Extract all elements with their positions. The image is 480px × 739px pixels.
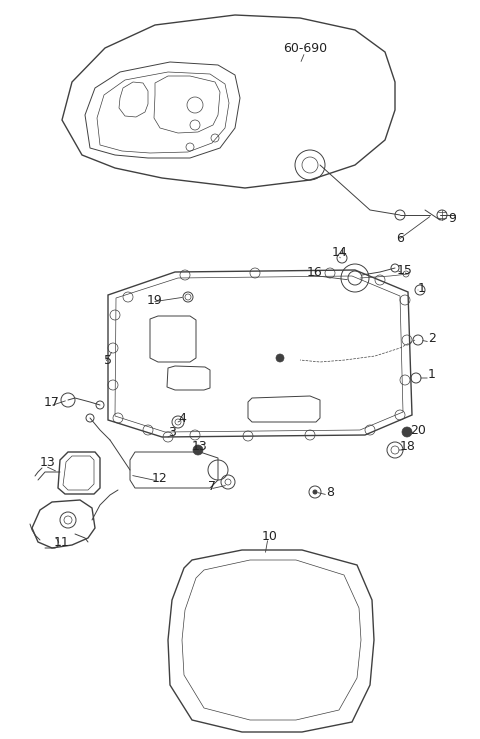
Text: 2: 2 (428, 332, 436, 344)
Circle shape (402, 427, 412, 437)
Text: 20: 20 (410, 423, 426, 437)
Circle shape (193, 445, 203, 455)
Circle shape (313, 490, 317, 494)
Text: 15: 15 (397, 264, 413, 276)
Text: 1: 1 (428, 369, 436, 381)
Text: 13: 13 (40, 457, 56, 469)
Text: 1: 1 (418, 282, 426, 295)
Text: 60-690: 60-690 (283, 41, 327, 55)
Text: 3: 3 (168, 426, 176, 440)
Circle shape (276, 354, 284, 362)
Text: 18: 18 (400, 440, 416, 454)
Text: 19: 19 (147, 293, 163, 307)
Text: 10: 10 (262, 530, 278, 542)
Text: 6: 6 (396, 231, 404, 245)
Text: 12: 12 (152, 471, 168, 485)
Text: 8: 8 (326, 486, 334, 499)
Text: 9: 9 (448, 211, 456, 225)
Text: 17: 17 (44, 397, 60, 409)
Text: 16: 16 (307, 265, 323, 279)
Text: 11: 11 (54, 537, 70, 550)
Text: 5: 5 (104, 353, 112, 367)
Text: 7: 7 (208, 480, 216, 494)
Text: 4: 4 (178, 412, 186, 424)
Text: 14: 14 (332, 245, 348, 259)
Text: 13: 13 (192, 440, 208, 454)
